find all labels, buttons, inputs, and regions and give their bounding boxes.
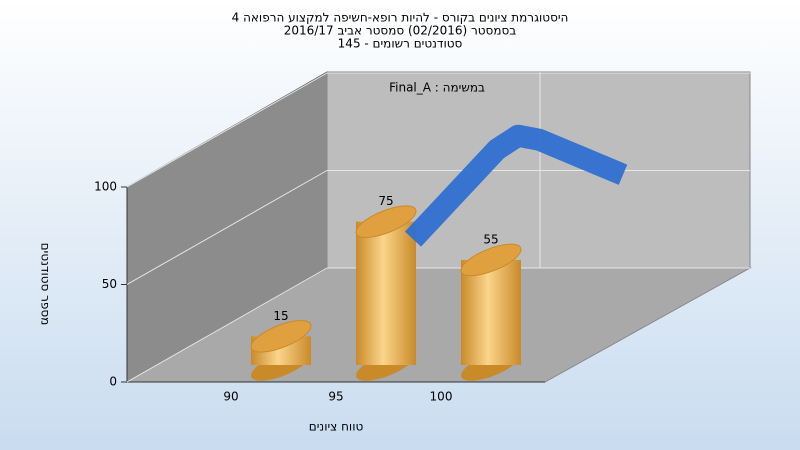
x-axis-label: טווח ציונים [309, 420, 364, 434]
grid-line [126, 267, 328, 383]
x-tick-label: 95 [328, 390, 343, 404]
title-line: בסמסטר (02/2016) סמסטר אביב 2016/17 [284, 24, 516, 38]
data-label: 55 [483, 232, 498, 246]
bar-top [460, 243, 522, 277]
data-label: 75 [378, 194, 393, 208]
grid-line [126, 170, 328, 285]
x-tick-label: 90 [223, 390, 238, 404]
y-tick-label: 100 [94, 180, 117, 194]
bar [461, 259, 521, 365]
y-tick-label: 50 [102, 277, 117, 291]
title: היסטוגרמת ציונים בקורס - להיות רופא-חשיפ… [232, 11, 569, 51]
bar-top [355, 205, 417, 238]
data-label: 15 [273, 309, 288, 323]
title-line: סטודנטים רשומים - 145 [338, 37, 463, 51]
curve [404, 124, 628, 247]
y-axis-label: מספר סטודנטים [39, 243, 53, 326]
bar [356, 221, 416, 365]
bar-top [250, 320, 312, 353]
annotation: במשימה : Final_A [389, 81, 485, 95]
title-line: היסטוגרמת ציונים בקורס - להיות רופא-חשיפ… [232, 11, 569, 25]
x-tick-label: 100 [430, 390, 453, 404]
y-tick-label: 0 [109, 375, 117, 389]
grid-line [126, 72, 328, 188]
